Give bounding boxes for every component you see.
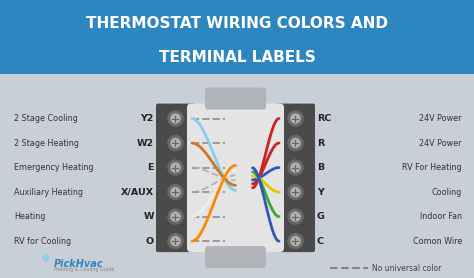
Text: X/AUX: X/AUX <box>121 188 154 197</box>
Circle shape <box>168 209 183 224</box>
Text: C: C <box>317 237 324 246</box>
Circle shape <box>291 212 300 221</box>
Circle shape <box>291 188 300 197</box>
Text: 24V Power: 24V Power <box>419 114 462 123</box>
Text: Y2: Y2 <box>141 114 154 123</box>
Text: Indoor Fan: Indoor Fan <box>420 212 462 221</box>
Text: No universal color: No universal color <box>372 264 441 272</box>
Text: Heating: Heating <box>14 212 46 221</box>
Circle shape <box>168 185 183 200</box>
Circle shape <box>288 111 303 126</box>
Circle shape <box>168 136 183 150</box>
Circle shape <box>288 185 303 200</box>
FancyBboxPatch shape <box>205 246 266 268</box>
Text: W2: W2 <box>137 138 154 148</box>
Text: W: W <box>144 212 154 221</box>
Circle shape <box>168 111 183 126</box>
Text: 24V Power: 24V Power <box>419 138 462 148</box>
Text: THERMOSTAT WIRING COLORS AND: THERMOSTAT WIRING COLORS AND <box>86 16 388 31</box>
Text: 2 Stage Heating: 2 Stage Heating <box>14 138 79 148</box>
Text: 2 Stage Cooling: 2 Stage Cooling <box>14 114 78 123</box>
Text: RV For Heating: RV For Heating <box>402 163 462 172</box>
Text: Heating & Cooling Guide: Heating & Cooling Guide <box>54 267 114 272</box>
FancyBboxPatch shape <box>0 71 474 278</box>
Text: G: G <box>317 212 325 221</box>
Text: PickHvac: PickHvac <box>54 259 104 269</box>
Text: Y: Y <box>317 188 324 197</box>
Circle shape <box>288 209 303 224</box>
FancyBboxPatch shape <box>156 104 195 252</box>
Circle shape <box>291 114 300 123</box>
Circle shape <box>291 163 300 172</box>
Circle shape <box>288 160 303 175</box>
Text: R: R <box>317 138 324 148</box>
Circle shape <box>171 237 180 245</box>
Circle shape <box>171 163 180 172</box>
FancyBboxPatch shape <box>276 104 315 252</box>
Circle shape <box>168 234 183 249</box>
Circle shape <box>168 160 183 175</box>
Text: E: E <box>147 163 154 172</box>
Text: Cooling: Cooling <box>432 188 462 197</box>
Circle shape <box>291 138 300 148</box>
Text: Comon Wire: Comon Wire <box>413 237 462 246</box>
Circle shape <box>171 212 180 221</box>
Circle shape <box>171 138 180 148</box>
Text: Emergency Heating: Emergency Heating <box>14 163 93 172</box>
Circle shape <box>288 234 303 249</box>
Circle shape <box>171 188 180 197</box>
Text: O: O <box>146 237 154 246</box>
FancyBboxPatch shape <box>205 88 266 110</box>
Text: Auxiliary Heating: Auxiliary Heating <box>14 188 83 197</box>
Polygon shape <box>42 254 49 262</box>
Text: TERMINAL LABELS: TERMINAL LABELS <box>159 50 315 65</box>
Circle shape <box>171 114 180 123</box>
Text: RV for Cooling: RV for Cooling <box>14 237 71 246</box>
Text: B: B <box>317 163 324 172</box>
Text: RC: RC <box>317 114 331 123</box>
Circle shape <box>291 237 300 245</box>
FancyBboxPatch shape <box>187 104 284 252</box>
Circle shape <box>288 136 303 150</box>
